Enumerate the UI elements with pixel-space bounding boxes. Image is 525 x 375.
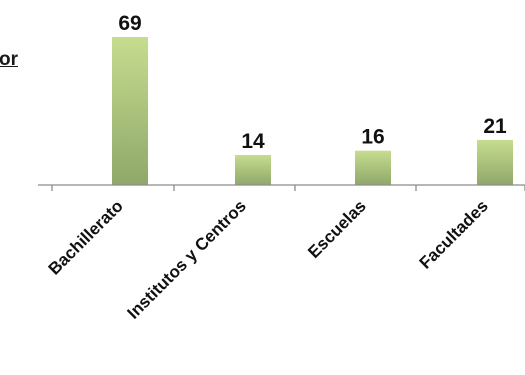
x-tick-label-2: Escuelas	[304, 196, 370, 262]
x-tick-label-0: Bachillerato	[45, 196, 127, 278]
x-axis	[38, 184, 525, 191]
bar-0	[112, 37, 148, 185]
bars-group	[112, 37, 513, 185]
x-tick-label-1: Institutos y Centros	[124, 196, 250, 322]
bar-2	[355, 150, 391, 185]
data-label-3: 21	[483, 115, 507, 138]
data-label-0: 69	[118, 12, 141, 35]
data-labels-group: 69 14 16 21	[118, 12, 507, 153]
chart-title: or	[0, 49, 18, 70]
data-label-2: 16	[361, 126, 384, 149]
bar-1	[235, 154, 271, 185]
data-label-1: 14	[241, 130, 265, 153]
x-tick-label-3: Facultades	[416, 196, 492, 272]
bar-3	[477, 139, 513, 185]
